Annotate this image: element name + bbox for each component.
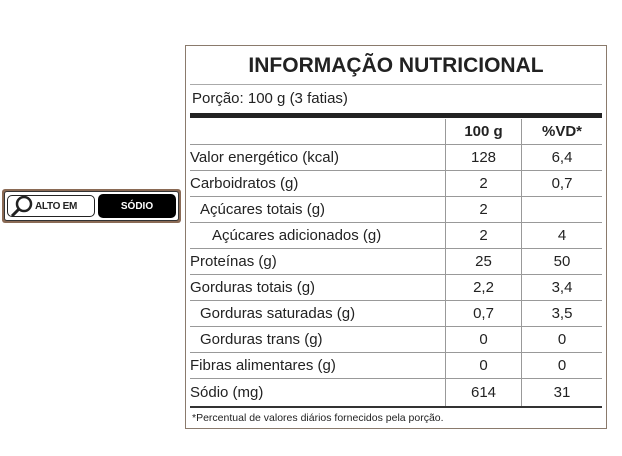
nutrient-name: Gorduras totais (g) (190, 274, 446, 301)
nutrient-name: Fibras alimentares (g) (190, 352, 446, 379)
nutrient-name: Gorduras trans (g) (190, 326, 446, 353)
table-row: Sódio (mg) 614 31 (190, 378, 602, 408)
amount-value: 2 (445, 222, 522, 249)
header-nutrient (190, 119, 446, 145)
amount-value: 2 (445, 196, 522, 223)
label-title: INFORMAÇÃO NUTRICIONAL (190, 46, 602, 85)
dv-value: 6,4 (521, 144, 602, 171)
amount-value: 0 (445, 352, 522, 379)
nutrient-name: Sódio (mg) (190, 378, 446, 408)
nutrient-name: Carboidratos (g) (190, 170, 446, 197)
amount-value: 614 (445, 378, 522, 408)
table-row: Carboidratos (g) 2 0,7 (190, 170, 602, 197)
dv-value: 31 (521, 378, 602, 408)
dv-value: 0 (521, 352, 602, 379)
header-amount: 100 g (445, 119, 522, 145)
nutrient-name: SÓDIO (98, 194, 176, 218)
table-row: Gorduras saturadas (g) 0,7 3,5 (190, 300, 602, 327)
dv-value (521, 196, 602, 223)
amount-value: 25 (445, 248, 522, 275)
table-row: Gorduras trans (g) 0 0 (190, 326, 602, 353)
dv-value: 3,4 (521, 274, 602, 301)
amount-value: 2,2 (445, 274, 522, 301)
amount-value: 2 (445, 170, 522, 197)
nutrition-table: 100 g %VD* Valor energético (kcal) 128 6,4… (190, 119, 602, 408)
dv-value: 0,7 (521, 170, 602, 197)
table-row: Açúcares totais (g) 2 (190, 196, 602, 223)
table-row: Fibras alimentares (g) 0 0 (190, 352, 602, 379)
amount-value: 0,7 (445, 300, 522, 327)
alto-em-text: ALTO EM (35, 200, 77, 212)
nutrient-name: Açúcares totais (g) (190, 196, 446, 223)
table-row: Proteínas (g) 25 50 (190, 248, 602, 275)
dv-value: 4 (521, 222, 602, 249)
nutrient-name: Proteínas (g) (190, 248, 446, 275)
high-sodium-badge: ALTO EM SÓDIO (2, 189, 181, 223)
divider (190, 113, 602, 118)
nutrient-name: Açúcares adicionados (g) (190, 222, 446, 249)
portion-size: Porção: 100 g (3 fatias) (192, 90, 348, 107)
dv-value: 0 (521, 326, 602, 353)
table-row: Gorduras totais (g) 2,2 3,4 (190, 274, 602, 301)
header-row: 100 g %VD* (190, 119, 602, 145)
amount-value: 128 (445, 144, 522, 171)
table-row: Açúcares adicionados (g) 2 4 (190, 222, 602, 249)
nutrition-facts-label: INFORMAÇÃO NUTRICIONAL Porção: 100 g (3 … (185, 45, 607, 429)
alto-em-box: ALTO EM (7, 195, 95, 217)
table-row: Valor energético (kcal) 128 6,4 (190, 144, 602, 171)
footnote: *Percentual de valores diários fornecido… (192, 412, 444, 424)
nutrient-name: Valor energético (kcal) (190, 144, 446, 171)
header-dv: %VD* (521, 119, 602, 145)
magnifier-icon (10, 195, 33, 217)
amount-value: 0 (445, 326, 522, 353)
nutrient-name: Gorduras saturadas (g) (190, 300, 446, 327)
dv-value: 50 (521, 248, 602, 275)
dv-value: 3,5 (521, 300, 602, 327)
